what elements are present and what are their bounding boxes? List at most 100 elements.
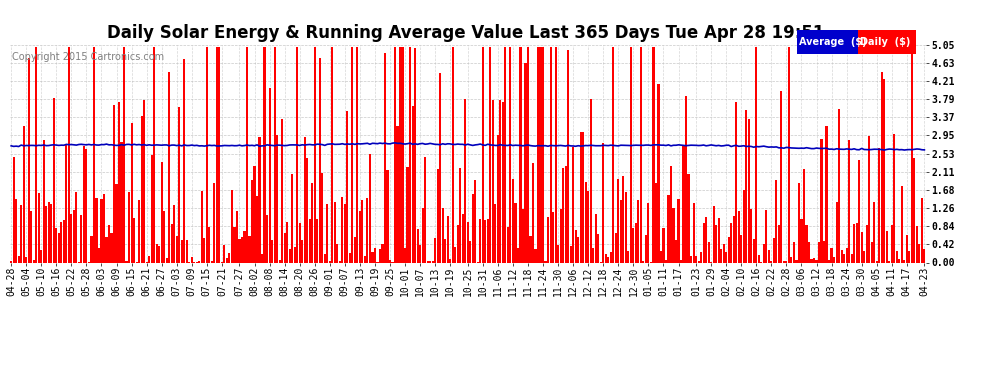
Bar <box>342 197 344 262</box>
Bar <box>579 132 582 262</box>
Bar <box>540 47 542 262</box>
Bar <box>921 198 923 262</box>
Bar <box>647 203 649 262</box>
Bar <box>826 126 828 262</box>
Bar <box>103 194 105 262</box>
Bar <box>168 72 170 262</box>
Bar <box>522 209 524 262</box>
Bar <box>850 254 852 262</box>
Bar <box>713 206 715 262</box>
Bar <box>527 47 529 262</box>
Bar <box>841 250 842 262</box>
Bar <box>736 102 738 262</box>
Bar <box>720 249 723 262</box>
Bar <box>412 105 414 262</box>
Bar <box>517 248 519 262</box>
Text: Daily Solar Energy & Running Average Value Last 365 Days Tue Apr 28 19:51: Daily Solar Energy & Running Average Val… <box>107 24 824 42</box>
Bar <box>231 190 233 262</box>
Bar <box>597 234 599 262</box>
Bar <box>236 211 238 262</box>
Bar <box>843 255 845 262</box>
Bar <box>213 183 216 262</box>
Bar <box>742 190 744 262</box>
Bar <box>144 100 146 262</box>
Bar <box>723 244 725 262</box>
Bar <box>876 261 878 262</box>
Bar <box>85 150 87 262</box>
Bar <box>474 180 476 262</box>
Bar <box>451 47 453 262</box>
Bar <box>471 194 474 262</box>
Bar <box>695 256 697 262</box>
Bar <box>860 232 862 262</box>
Bar <box>28 58 30 262</box>
Bar <box>708 242 710 262</box>
Bar <box>309 219 311 262</box>
Bar <box>266 215 268 262</box>
Bar <box>520 47 522 262</box>
Bar <box>371 252 373 262</box>
Bar <box>23 126 25 262</box>
Bar <box>440 73 442 262</box>
Bar <box>891 225 893 262</box>
Bar <box>752 239 754 262</box>
Bar <box>131 123 133 262</box>
Bar <box>816 261 818 262</box>
Bar <box>123 47 125 262</box>
Bar <box>381 244 383 262</box>
Bar <box>487 219 489 262</box>
Bar <box>18 256 20 262</box>
Bar <box>585 182 587 262</box>
Bar <box>449 258 451 262</box>
Bar <box>356 47 358 262</box>
Bar <box>108 225 110 262</box>
Bar <box>90 236 92 262</box>
Bar <box>489 47 491 262</box>
Bar <box>319 58 321 262</box>
Bar <box>883 80 885 262</box>
Bar <box>662 228 664 262</box>
Bar <box>138 200 141 262</box>
Bar <box>725 252 728 262</box>
Bar <box>256 196 258 262</box>
Bar <box>216 47 218 262</box>
Bar <box>111 233 113 262</box>
Bar <box>417 230 419 262</box>
Bar <box>665 260 667 262</box>
Bar <box>544 261 546 262</box>
Bar <box>863 251 865 262</box>
Bar <box>577 237 579 262</box>
Bar <box>760 261 762 262</box>
Bar <box>499 100 502 262</box>
Bar <box>502 102 504 262</box>
Bar <box>250 180 253 262</box>
Bar <box>572 147 574 262</box>
Bar <box>358 211 361 262</box>
Bar <box>276 135 278 262</box>
Bar <box>795 260 798 262</box>
Bar <box>141 116 143 262</box>
Bar <box>833 257 836 262</box>
Bar <box>685 96 687 262</box>
Bar <box>332 47 334 262</box>
Bar <box>30 211 33 262</box>
Bar <box>364 256 366 262</box>
Bar <box>587 190 589 262</box>
Bar <box>121 142 123 262</box>
Bar <box>886 231 888 262</box>
Bar <box>43 140 45 262</box>
Bar <box>530 236 532 262</box>
Bar <box>793 242 795 262</box>
Bar <box>800 219 803 262</box>
Bar <box>246 47 248 262</box>
Bar <box>924 249 926 262</box>
Bar <box>105 237 108 262</box>
Bar <box>670 166 672 262</box>
Bar <box>741 235 742 262</box>
Bar <box>831 248 833 262</box>
Bar <box>482 47 484 262</box>
Bar <box>446 216 448 262</box>
Bar <box>680 260 682 262</box>
Bar <box>672 208 674 262</box>
Bar <box>286 222 288 262</box>
